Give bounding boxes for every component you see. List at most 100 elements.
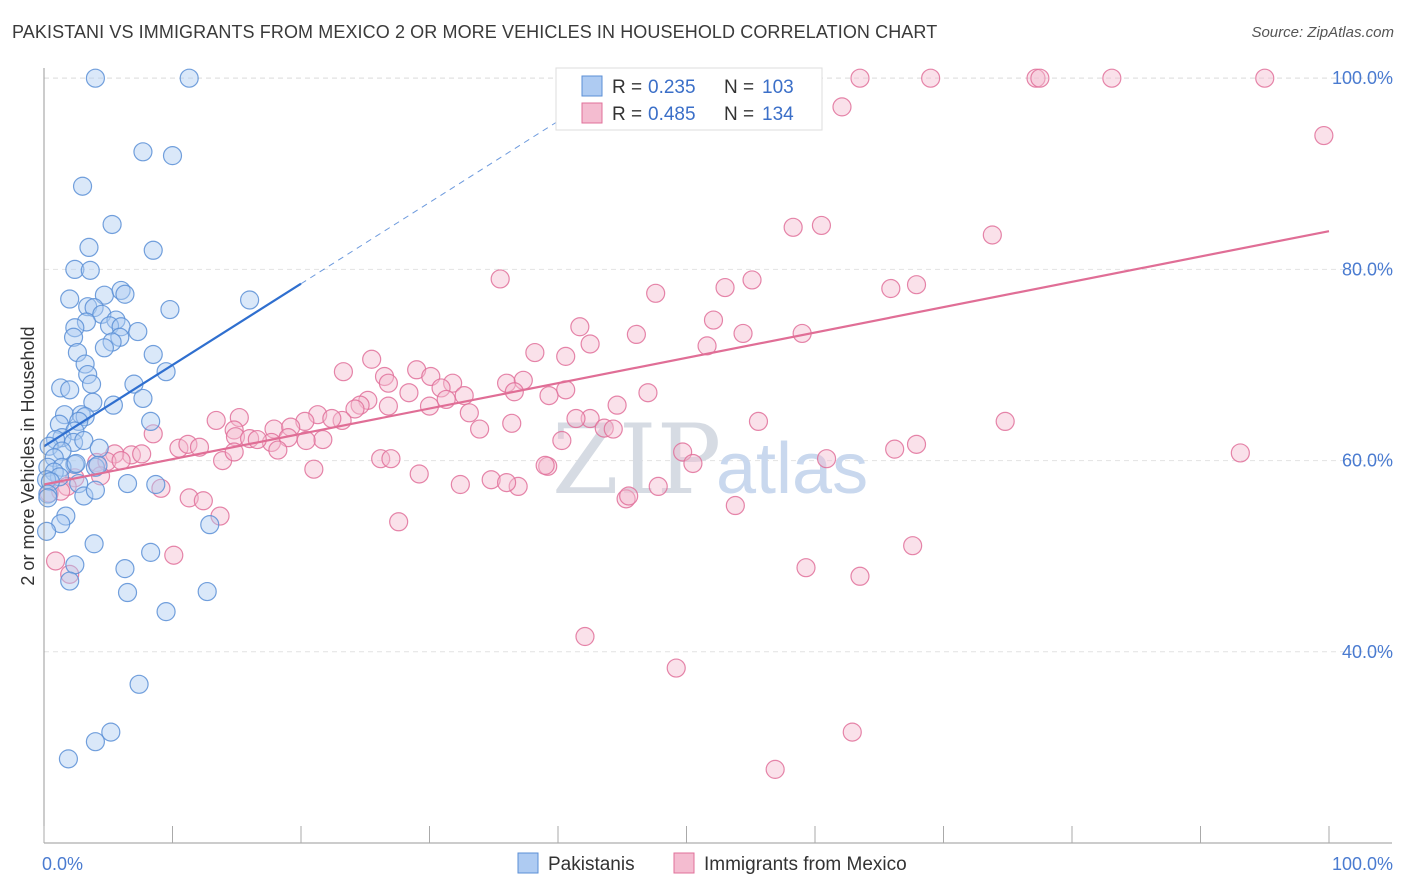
mexico-point-55 — [206, 410, 226, 431]
mexico-point-8 — [783, 217, 803, 237]
pakistanis-point-2 — [133, 142, 153, 162]
pakistanis-point-85 — [129, 674, 149, 694]
pakistanis-point-3 — [162, 146, 183, 166]
mexico-point-57 — [224, 420, 244, 440]
pakistanis-point-50 — [74, 430, 94, 451]
y-tick-label-60: 60.0% — [1342, 451, 1393, 471]
mexico-point-107 — [389, 512, 409, 532]
pakistanis-point-9 — [80, 260, 100, 280]
mexico-point-120 — [995, 411, 1015, 432]
mexico-point-44 — [345, 399, 365, 419]
pakistanis-point-77 — [84, 534, 104, 554]
mexico-point-115 — [903, 536, 923, 556]
legend-n-value-2: 134 — [762, 104, 794, 125]
mexico-point-16 — [906, 275, 927, 295]
mexico-point-46 — [419, 396, 440, 416]
mexico-point-114 — [850, 566, 870, 586]
mexico-point-125 — [296, 430, 316, 451]
y-tick-label-100: 100.0% — [1332, 68, 1393, 88]
mexico-point-33 — [378, 373, 398, 393]
chart-source: Source: ZipAtlas.com — [1251, 24, 1394, 41]
mexico-point-117 — [666, 658, 686, 678]
mexico-point-84 — [1230, 443, 1250, 463]
mexico-point-121 — [566, 408, 586, 429]
pakistanis-point-71 — [85, 480, 106, 500]
mexico-point-113 — [60, 564, 80, 584]
pakistanis-point-7 — [143, 240, 163, 260]
pakistanis-point-12 — [111, 280, 131, 301]
pakistanis-point-55 — [44, 448, 64, 468]
mexico-point-96 — [648, 476, 668, 497]
pakistanis-point-27 — [102, 332, 122, 352]
legend-n-value-1: 103 — [762, 77, 794, 98]
mexico-point-26 — [362, 349, 382, 369]
mexico-point-76 — [132, 444, 152, 464]
series-immigrants-from-mexico — [39, 68, 1334, 779]
y-tick-label-40: 40.0% — [1342, 642, 1393, 662]
mexico-point-116 — [575, 626, 595, 647]
mexico-point-62 — [603, 419, 623, 439]
series-legend: Pakistanis Immigrants from Mexico — [517, 852, 907, 875]
y-axis-tick-labels: 40.0% 60.0% 80.0% 100.0% — [1332, 68, 1393, 662]
mexico-point-127 — [535, 455, 555, 475]
grid-lines — [44, 77, 1392, 653]
pakistanis-point-33 — [78, 364, 98, 385]
x-tick-label-max: 100.0% — [1332, 854, 1393, 874]
pakistanis-point-86 — [101, 722, 121, 742]
pakistanis-point-17 — [160, 299, 180, 320]
watermark-zip: ZIP — [552, 404, 721, 516]
pakistanis-point-14 — [240, 290, 260, 310]
pakistanis-point-72 — [38, 488, 58, 508]
pakistanis-point-81 — [60, 571, 80, 591]
mexico-point-89 — [683, 453, 703, 474]
mexico-point-97 — [151, 478, 171, 498]
legend-swatch-pakistanis — [581, 75, 603, 97]
trend-line-pakistanis-extension — [300, 120, 559, 285]
mexico-point-17 — [703, 310, 724, 330]
pakistanis-point-67 — [117, 473, 138, 494]
pakistanis-point-68 — [146, 474, 166, 495]
pakistanis-point-45 — [141, 411, 161, 432]
pakistanis-point-0 — [85, 68, 106, 88]
mexico-point-15 — [881, 278, 901, 299]
trend-lines — [43, 120, 1330, 486]
pakistanis-point-34 — [81, 374, 102, 394]
mexico-point-22 — [580, 334, 600, 354]
pakistanis-point-1 — [179, 68, 199, 88]
pakistanis-point-61 — [66, 453, 86, 474]
legend-swatch-mexico — [581, 102, 603, 124]
bottom-legend-label-pakistanis: Pakistanis — [548, 854, 635, 875]
y-tick-label-80: 80.0% — [1342, 259, 1393, 279]
pakistanis-point-84 — [156, 602, 176, 622]
pakistanis-point-80 — [115, 559, 135, 579]
mexico-point-6 — [832, 97, 852, 117]
pakistanis-point-78 — [141, 542, 161, 562]
x-tick-label-min: 0.0% — [42, 854, 83, 874]
mexico-point-3 — [1030, 68, 1050, 88]
mexico-point-43 — [350, 395, 370, 415]
pakistanis-point-20 — [76, 312, 97, 332]
mexico-point-60 — [552, 430, 572, 451]
trend-line-pakistanis — [43, 282, 302, 448]
mexico-point-68 — [313, 429, 333, 450]
mexico-point-20 — [733, 323, 753, 344]
pakistanis-point-30 — [67, 342, 88, 363]
mexico-point-112 — [45, 551, 66, 571]
pakistanis-point-82 — [117, 582, 138, 603]
mexico-point-14 — [742, 270, 762, 290]
mexico-point-12 — [646, 283, 666, 303]
y-axis-title: 2 or more Vehicles in Household — [18, 326, 38, 585]
pakistanis-point-6 — [79, 237, 99, 258]
mexico-point-24 — [525, 342, 545, 363]
x-axis-ticks — [43, 826, 1330, 843]
pakistanis-point-24 — [63, 327, 84, 347]
mexico-point-81 — [816, 449, 837, 469]
mexico-point-27 — [333, 362, 354, 382]
pakistanis-point-10 — [60, 289, 80, 309]
mexico-point-122 — [497, 472, 517, 493]
mexico-point-41 — [638, 383, 658, 403]
chart-title: PAKISTANI VS IMMIGRANTS FROM MEXICO 2 OR… — [12, 22, 938, 42]
mexico-point-78 — [371, 449, 391, 469]
mexico-point-106 — [619, 486, 639, 506]
